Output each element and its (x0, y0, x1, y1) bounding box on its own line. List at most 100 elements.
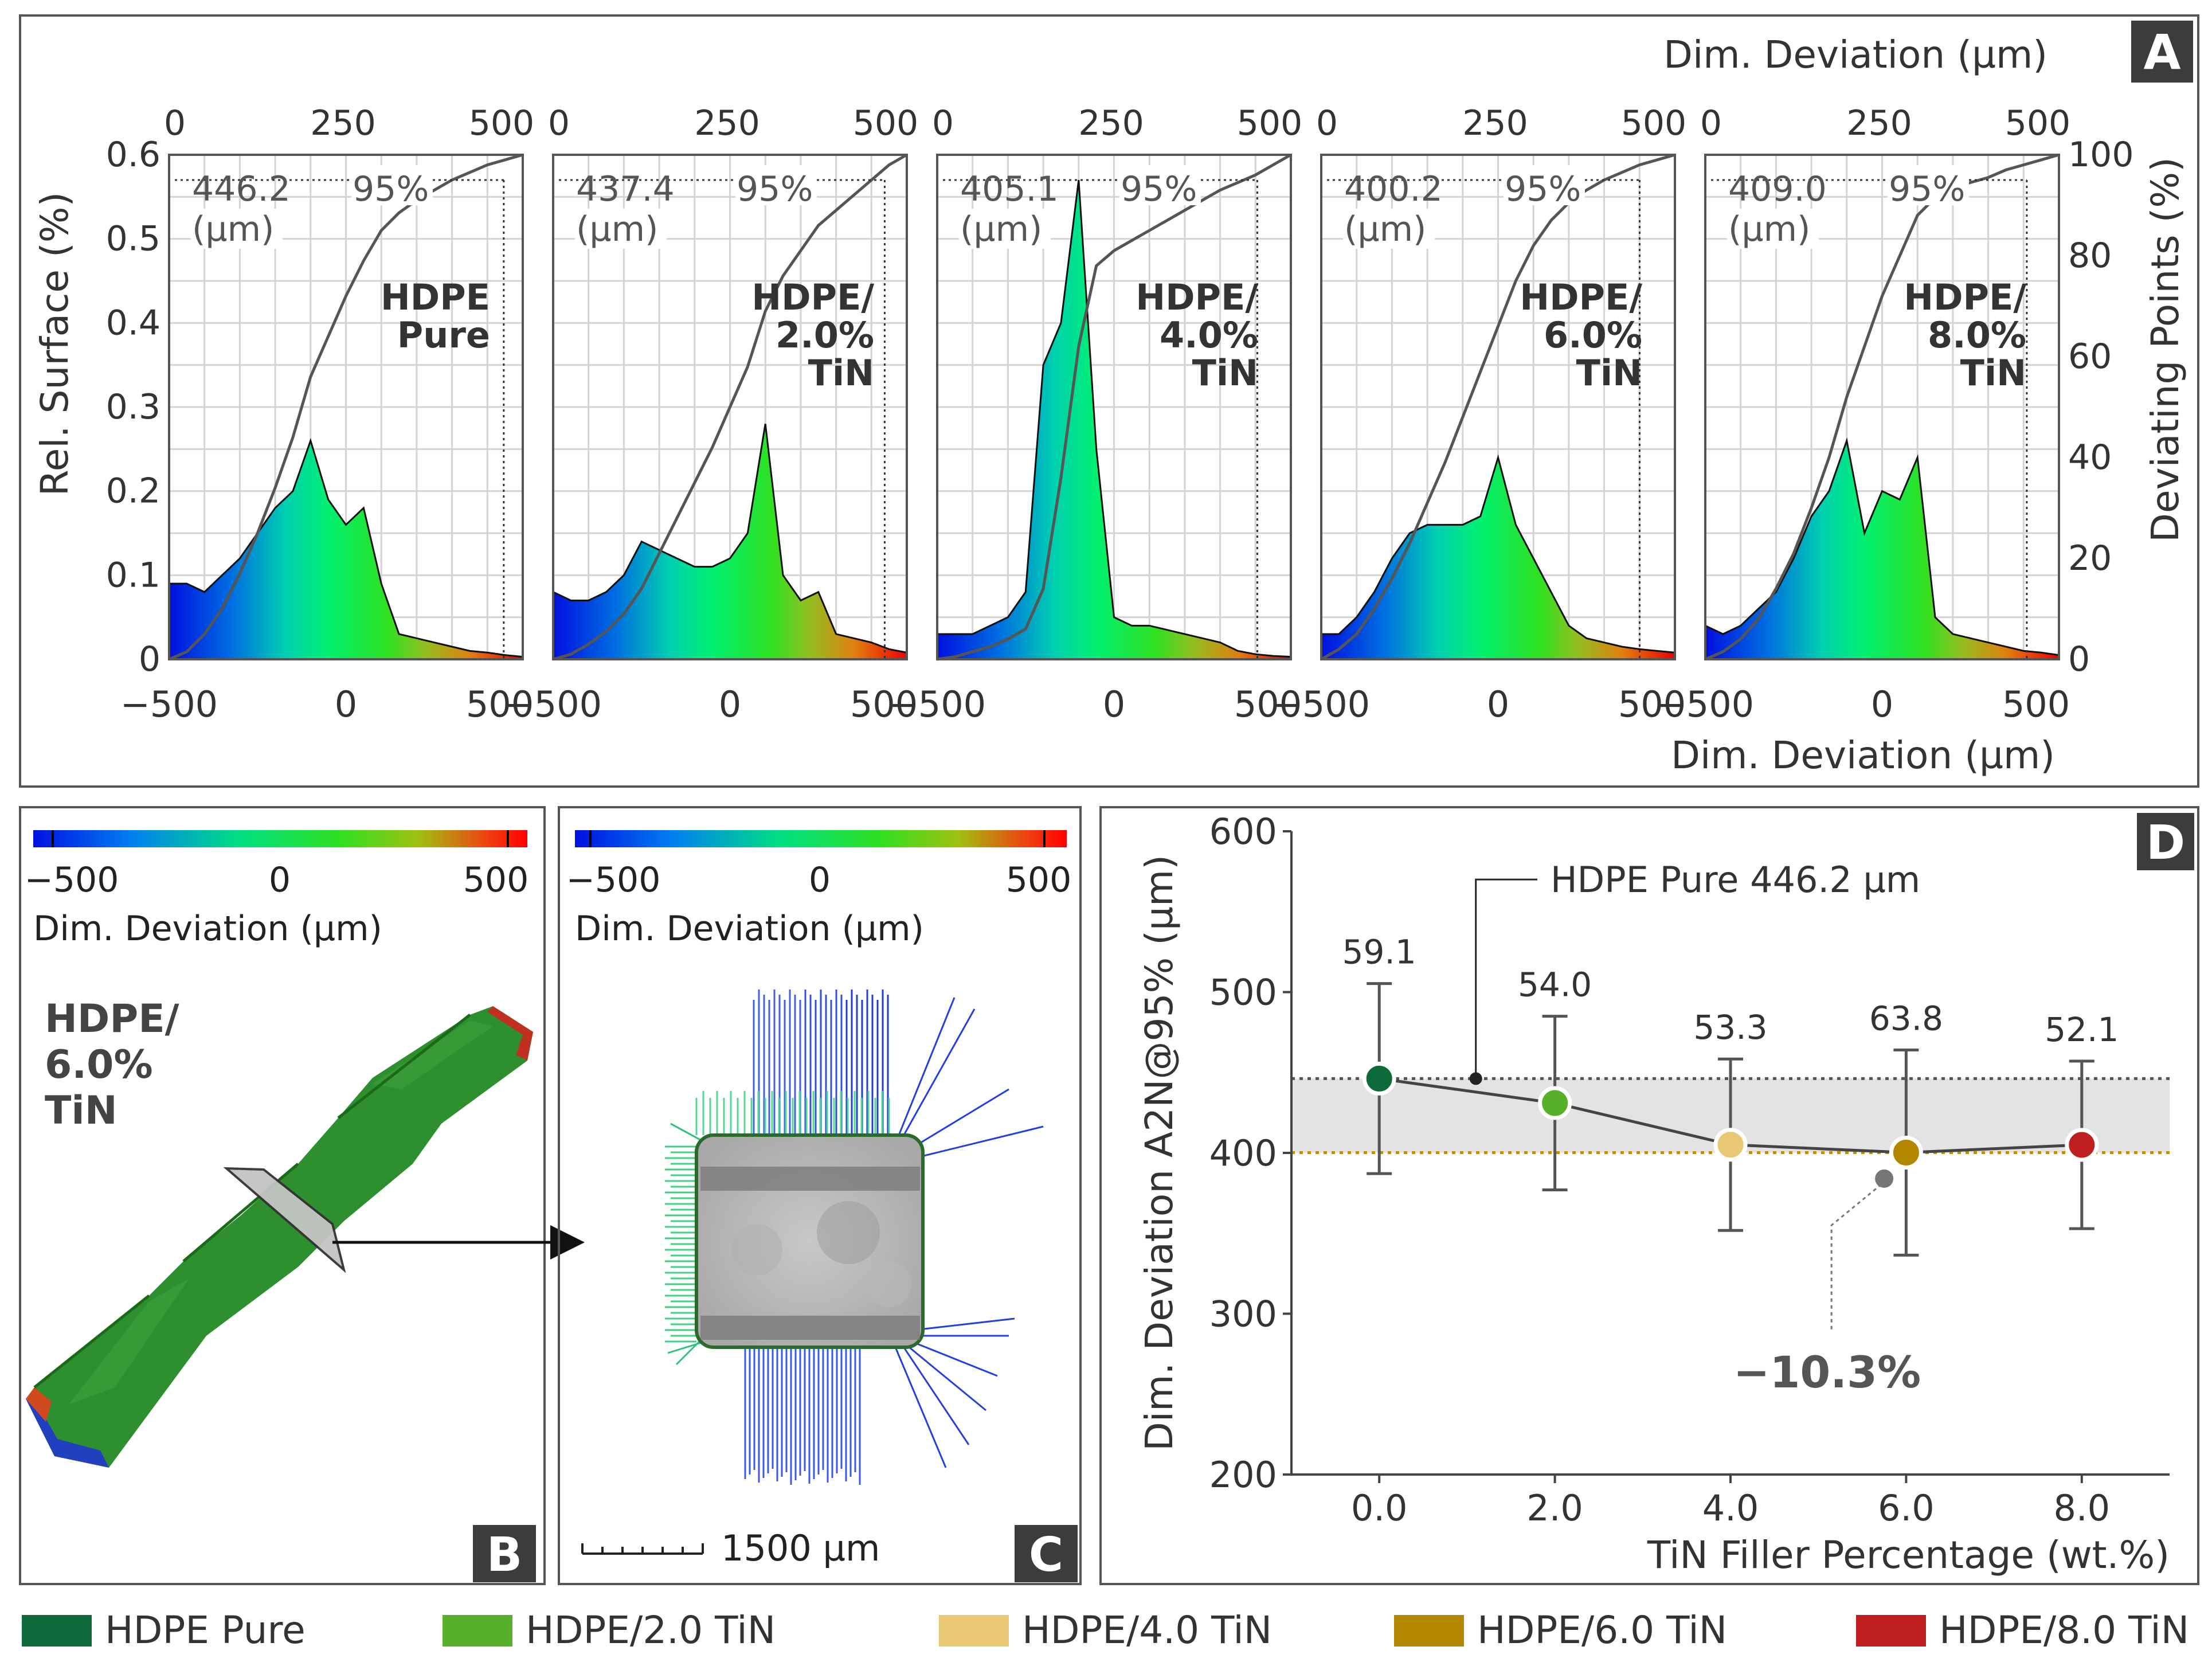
right-tick-label: 60 (2068, 337, 2112, 377)
legend-swatch (1856, 1615, 1926, 1647)
sample-label: HDPE/ (45, 996, 179, 1042)
right-axis-title: Deviating Points (%) (2143, 157, 2187, 542)
percent-backdrop (735, 165, 817, 205)
plot-frame (168, 154, 524, 660)
plot-frame (1704, 154, 2060, 660)
bottom-tick-label: −500 (120, 683, 218, 725)
colorbar-tick: 500 (1006, 860, 1072, 900)
right-tick-label: 80 (2068, 236, 2112, 276)
error-label: 52.1 (2045, 1010, 2119, 1049)
unit-backdrop (959, 209, 1051, 249)
left-tick-label: 0.3 (106, 387, 160, 427)
sample-label: 4.0% (1160, 314, 1258, 356)
bottom-tick-label: 500 (466, 683, 534, 725)
top-tick-label: 250 (1846, 103, 1912, 143)
left-tick-label: 0.4 (106, 303, 160, 343)
top-tick-label: 250 (1078, 103, 1144, 143)
data-point (1889, 1135, 1923, 1170)
panel-b: −500 0 500 Dim. Deviation (µm) HDPE/ 6.0… (19, 806, 546, 1585)
error-label: 59.1 (1342, 933, 1416, 972)
top-tick-label: 0 (932, 103, 954, 143)
a2n95-value: 437.4 (576, 169, 675, 209)
annotation-text: HDPE Pure 446.2 µm (1551, 859, 1920, 901)
left-axis-title: Rel. Surface (%) (33, 192, 77, 496)
bottom-tick-label: 0 (1487, 683, 1509, 725)
sample-label: 8.0% (1928, 314, 2026, 356)
x-tick-label: 0.0 (1351, 1487, 1408, 1529)
colorbar-tick: −500 (25, 860, 119, 900)
panel-c-badge (1015, 1525, 1078, 1582)
plot-frame (1320, 154, 1676, 660)
cumulative-curve (169, 153, 523, 661)
bottom-axis-title: Dim. Deviation (µm) (1671, 733, 2055, 777)
left-tick-label: 0 (139, 639, 160, 679)
bottom-tick-label: 0 (1103, 683, 1125, 725)
legend: HDPE Pure HDPE/2.0 TiN HDPE/4.0 TiN HDPE/6.… (22, 1608, 2189, 1652)
percent-backdrop (1504, 165, 1585, 205)
top-tick-label: 500 (1237, 103, 1303, 143)
sample-label: TiN (45, 1088, 118, 1133)
data-point (2065, 1128, 2099, 1162)
unit-backdrop (1727, 209, 1819, 249)
cumulative-curve (1705, 153, 2060, 661)
sample-label: 6.0% (1544, 314, 1642, 356)
left-tick-label: 0.1 (106, 555, 160, 595)
bottom-tick-label: −500 (1657, 683, 1754, 725)
bottom-tick-label: 500 (850, 683, 918, 725)
bottom-tick-label: −500 (504, 683, 602, 725)
y-tick-label: 300 (1209, 1293, 1277, 1335)
sample-label: TiN (1192, 352, 1258, 394)
sample-label: 6.0% (45, 1042, 153, 1088)
top-tick-label: 500 (1621, 103, 1687, 143)
unit-backdrop (575, 209, 667, 249)
error-label: 53.3 (1693, 1008, 1767, 1047)
a2n95-unit: (µm) (960, 209, 1042, 249)
left-tick-label: 0.2 (106, 471, 160, 511)
data-point (1362, 1061, 1396, 1096)
reduction-marker (1875, 1169, 1894, 1188)
subplot-2: 405.1(µm) 95% HDPE/4.0%TiN 0 250 500 −500 0 500 (888, 103, 1302, 725)
bottom-tick-label: 500 (1618, 683, 1686, 725)
top-tick-label: 0 (164, 103, 186, 143)
plot-frame (936, 154, 1292, 660)
a2n95-value: 446.2 (192, 169, 291, 209)
top-tick-label: 0 (1700, 103, 1722, 143)
panel-c-label: C (1029, 1528, 1063, 1582)
panel-a: A Dim. Deviation (µm) Dim. Deviation (µm… (19, 14, 2199, 788)
colorbar-tick: −500 (566, 860, 661, 900)
colorbar (33, 830, 527, 847)
percent-backdrop (351, 165, 433, 205)
reduction-label: −10.3% (1733, 1347, 1921, 1398)
top-tick-label: 0 (548, 103, 570, 143)
x-tick-label: 8.0 (2053, 1487, 2110, 1529)
colorbar (575, 830, 1067, 847)
legend-label: HDPE Pure (105, 1608, 306, 1652)
cumulative-curve (937, 153, 1292, 661)
a2n95-value: 409.0 (1728, 169, 1827, 209)
subplot-4: 409.0(µm) 95% HDPE/8.0%TiN 0 250 500 −500 0 500 (1657, 103, 2070, 725)
unit-backdrop (191, 209, 283, 249)
subplot-3: 400.2(µm) 95% HDPE/6.0%TiN 0 250 500 −500 0 500 (1273, 103, 1686, 725)
percent-label: 95% (1889, 169, 1965, 209)
legend-label: HDPE/8.0 TiN (1939, 1608, 2189, 1652)
right-axis-ticks: 0 20 40 60 80 100 (2068, 135, 2134, 679)
bottom-tick-label: 0 (719, 683, 741, 725)
percent-label: 95% (737, 169, 813, 209)
bottom-tick-label: 500 (2002, 683, 2070, 725)
a2n95-value: 400.2 (1344, 169, 1443, 209)
distribution-area (936, 179, 1292, 660)
error-label: 63.8 (1869, 999, 1943, 1038)
left-axis-ticks: 0 0.1 0.2 0.3 0.4 0.5 0.6 (106, 135, 160, 679)
colorbar-title: Dim. Deviation (µm) (575, 909, 924, 949)
percent-label: 95% (1505, 169, 1581, 209)
top-tick-label: 250 (310, 103, 376, 143)
bottom-tick-label: −500 (1273, 683, 1370, 725)
sample-label: 2.0% (776, 314, 874, 356)
percent-label: 95% (1121, 169, 1197, 209)
colorbar-tick: 500 (463, 860, 529, 900)
scale-bar-ticks (581, 1543, 704, 1554)
panel-a-label: A (2143, 24, 2180, 80)
